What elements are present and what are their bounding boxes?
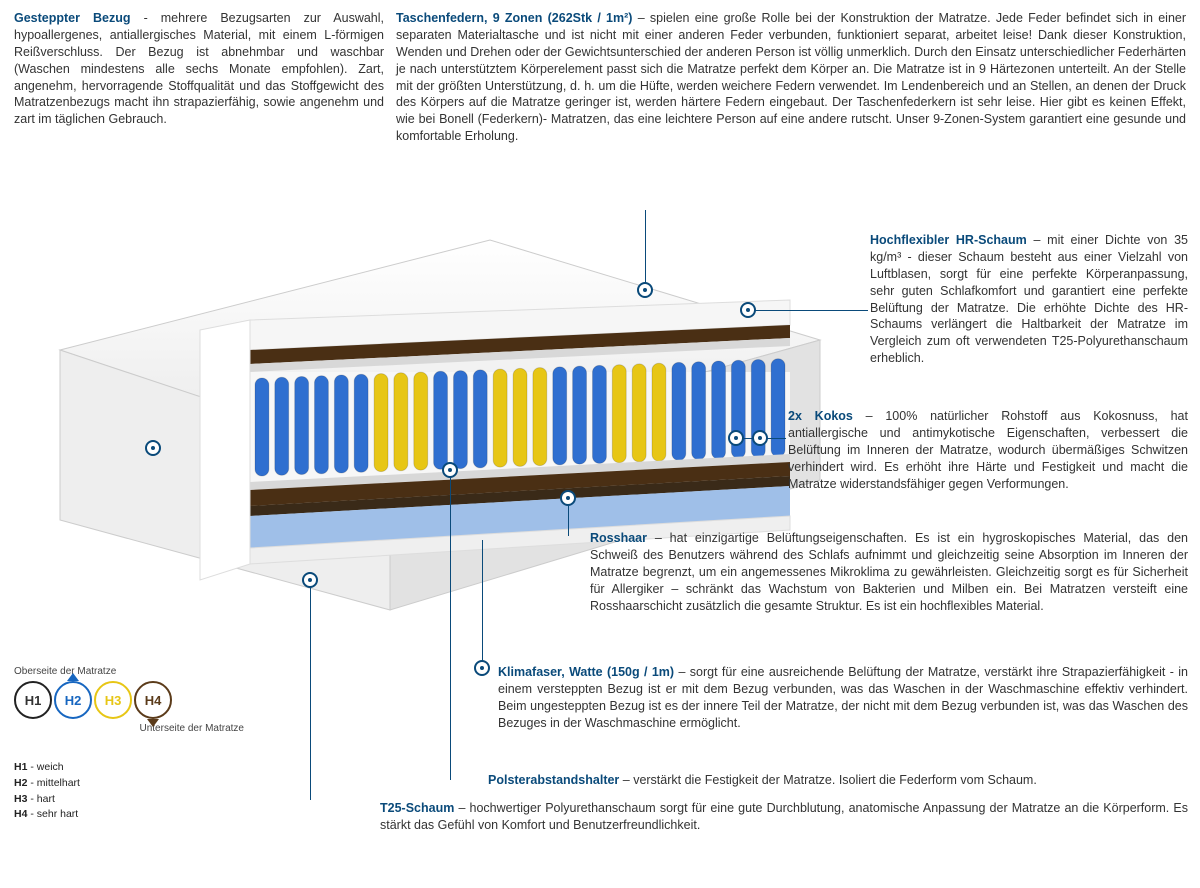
leader-klima (482, 540, 483, 670)
firmness-h1-code: H1 (25, 693, 42, 708)
body-hr: – mit einer Dichte von 35 kg/m³ - dieser… (870, 233, 1188, 365)
desc-hr-schaum: Hochflexibler HR-Schaum – mit einer Dich… (870, 232, 1188, 367)
marker-bezug (145, 440, 161, 456)
legend-bottom-label: Unterseite der Matratze (14, 723, 244, 734)
desc-t25: T25-Schaum – hochwertiger Polyurethansch… (380, 800, 1188, 834)
leader-hr (750, 310, 868, 311)
firmness-h2-code: H2 (65, 693, 82, 708)
desc-klimafaser: Klimafaser, Watte (150g / 1m) – sorgt fü… (498, 664, 1188, 732)
marker-ross (560, 490, 576, 506)
key-h1-label: weich (37, 761, 64, 773)
marker-hr (740, 302, 756, 318)
marker-klima (474, 660, 490, 676)
body-polst: – verstärkt die Festigkeit der Matratze.… (619, 773, 1037, 787)
key-h1-code: H1 (14, 761, 27, 773)
key-h2-label: mittelhart (37, 777, 80, 789)
body-ross: – hat einzigartige Belüftungseigenschaft… (590, 531, 1188, 613)
title-federn: Taschenfedern, 9 Zonen (262Stk / 1m²) (396, 11, 632, 25)
desc-federn: Taschenfedern, 9 Zonen (262Stk / 1m²) – … (396, 10, 1186, 145)
marker-kokos-2 (752, 430, 768, 446)
firmness-h4-code: H4 (145, 693, 162, 708)
key-h4-label: sehr hart (37, 808, 78, 820)
desc-polster: Polsterabstandshalter – verstärkt die Fe… (488, 772, 1188, 789)
body-t25: – hochwertiger Polyurethanschaum sorgt f… (380, 801, 1188, 832)
title-kokos: 2x Kokos (788, 409, 853, 423)
marker-polster (442, 462, 458, 478)
firmness-legend: Oberseite der Matratze H1 H2 H3 H4 Unter… (14, 666, 244, 734)
title-hr: Hochflexibler HR-Schaum (870, 233, 1027, 247)
firmness-h1: H1 (14, 681, 52, 719)
desc-rosshaar: Rosshaar – hat einzigartige Belüftungsei… (590, 530, 1188, 614)
title-t25: T25-Schaum (380, 801, 454, 815)
key-h4-code: H4 (14, 808, 27, 820)
body-bezug: - mehrere Bezugsarten zur Auswahl, hypoa… (14, 11, 384, 126)
key-h2-code: H2 (14, 777, 27, 789)
leader-polster (450, 470, 451, 780)
marker-federn (637, 282, 653, 298)
title-bezug: Gesteppter Bezug (14, 11, 131, 25)
key-h3-label: hart (37, 793, 55, 805)
title-ross: Rosshaar (590, 531, 647, 545)
firmness-h4: H4 (134, 681, 172, 719)
body-federn: – spielen eine große Rolle bei der Konst… (396, 11, 1186, 143)
leader-federn (645, 210, 646, 290)
legend-top-label: Oberseite der Matratze (14, 666, 244, 677)
leader-t25 (310, 580, 311, 800)
marker-t25 (302, 572, 318, 588)
title-klima: Klimafaser, Watte (150g / 1m) (498, 665, 674, 679)
firmness-h3: H3 (94, 681, 132, 719)
desc-kokos: 2x Kokos – 100% natürlicher Rohstoff aus… (788, 408, 1188, 492)
firmness-h2: H2 (54, 681, 92, 719)
desc-bezug: Gesteppter Bezug - mehrere Bezugsarten z… (14, 10, 384, 128)
firmness-key: H1 - weich H2 - mittelhart H3 - hart H4 … (14, 760, 80, 823)
title-polst: Polsterabstandshalter (488, 773, 619, 787)
firmness-h3-code: H3 (105, 693, 122, 708)
key-h3-code: H3 (14, 793, 27, 805)
marker-kokos-1 (728, 430, 744, 446)
